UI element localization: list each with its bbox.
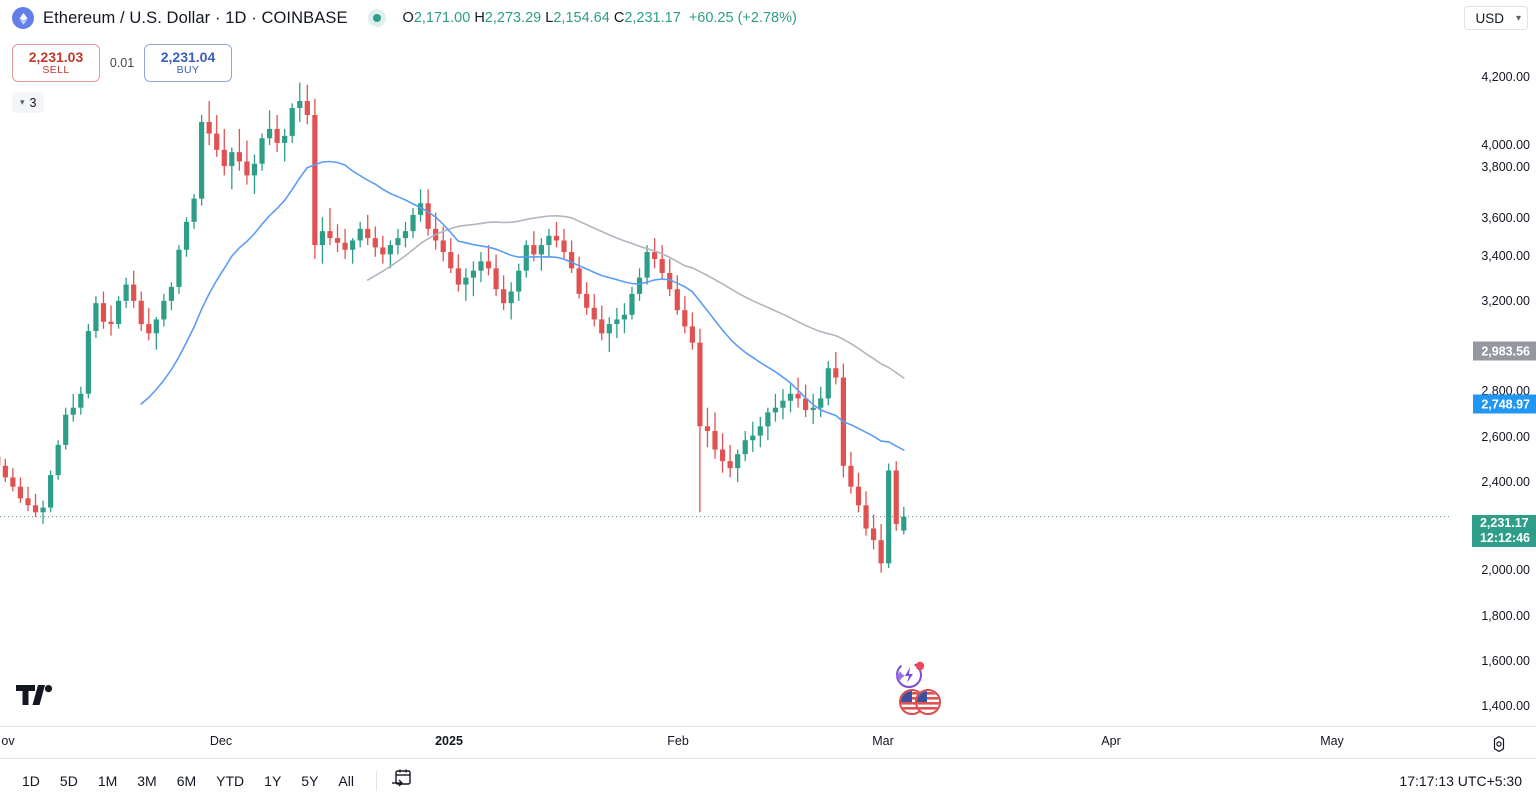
price-tick: 1,400.00	[1481, 699, 1530, 713]
range-1y[interactable]: 1Y	[264, 772, 282, 789]
range-buttons: 1D 5D 1M 3M 6M YTD 1Y 5Y All	[0, 767, 413, 794]
range-5y[interactable]: 5Y	[301, 772, 319, 789]
time-axis[interactable]: ov Dec 2025 Feb Mar Apr May	[0, 726, 1536, 758]
price-tick: 4,000.00	[1481, 138, 1530, 152]
last-price-badge[interactable]: 2,231.17 12:12:46	[1471, 515, 1536, 547]
price-tick: 2,400.00	[1481, 475, 1530, 489]
time-tick: ov	[1, 734, 15, 748]
open-value: 2,171.00	[413, 10, 471, 26]
price-tick: 1,800.00	[1481, 609, 1530, 623]
open-key: O	[402, 10, 414, 26]
change-value: +60.25 (+2.78%)	[688, 10, 797, 26]
sell-label: SELL	[42, 63, 70, 76]
chart-canvas[interactable]	[0, 36, 1450, 726]
price-tick: 1,600.00	[1481, 654, 1530, 668]
range-6m[interactable]: 6M	[176, 772, 197, 789]
economic-events-marker[interactable]	[898, 688, 944, 721]
trade-widget: 2,231.03 SELL 0.01 2,231.04 BUY	[12, 44, 232, 82]
range-3m[interactable]: 3M	[137, 772, 157, 789]
range-1d[interactable]: 1D	[22, 772, 40, 789]
quantity-selector[interactable]: ▾ 3	[12, 92, 45, 113]
candlestick-chart	[0, 82, 1450, 573]
time-tick: 2025	[435, 734, 463, 748]
high-value: 2,273.29	[484, 10, 542, 26]
chart-header: Ethereum / U.S. Dollar · 1D · COINBASE O…	[0, 0, 1536, 36]
range-5d[interactable]: 5D	[59, 772, 78, 789]
bottom-toolbar: 1D 5D 1M 3M 6M YTD 1Y 5Y All 17:17:13	[0, 758, 1536, 802]
market-status-icon	[367, 9, 386, 27]
chevron-down-icon: ▾	[1515, 12, 1521, 24]
gear-icon[interactable]	[1490, 735, 1508, 758]
time-tick: Apr	[1101, 734, 1121, 748]
time-tick: Dec	[209, 734, 233, 748]
sell-price: 2,231.03	[28, 48, 84, 65]
ma2-price-badge: 2,748.97	[1473, 394, 1536, 414]
last-price-value: 2,231.17	[1479, 516, 1529, 531]
time-tick: Feb	[667, 734, 689, 748]
low-value: 2,154.64	[553, 10, 610, 26]
price-tick: 2,000.00	[1481, 563, 1530, 577]
toolbar-divider	[375, 770, 377, 791]
price-tick: 3,200.00	[1481, 294, 1530, 308]
buy-price: 2,231.04	[160, 48, 216, 65]
tradingview-logo[interactable]	[16, 684, 54, 711]
close-key: C	[613, 10, 625, 26]
price-tick: 3,400.00	[1481, 249, 1530, 263]
quantity-value: 3	[29, 95, 37, 110]
price-tick: 4,200.00	[1481, 70, 1530, 84]
price-axis[interactable]: 4,200.00 4,000.00 3,800.00 3,600.00 3,40…	[1450, 36, 1536, 726]
page-title: Ethereum / U.S. Dollar · 1D · COINBASE	[43, 8, 348, 27]
sell-button[interactable]: 2,231.03 SELL	[12, 44, 100, 82]
symbol-block[interactable]: Ethereum / U.S. Dollar · 1D · COINBASE	[0, 7, 348, 29]
buy-label: BUY	[176, 63, 200, 76]
bar-countdown: 12:12:46	[1479, 531, 1530, 545]
price-tick: 3,600.00	[1481, 211, 1530, 225]
ma-price-badge: 2,983.56	[1473, 341, 1536, 361]
ethereum-logo-icon	[12, 7, 34, 29]
chevron-down-icon: ▾	[20, 97, 25, 107]
currency-label: USD	[1475, 10, 1504, 26]
ai-insight-marker[interactable]	[894, 660, 928, 695]
close-value: 2,231.17	[624, 10, 681, 26]
range-all[interactable]: All	[338, 772, 354, 789]
price-tick: 2,600.00	[1481, 430, 1530, 444]
currency-selector[interactable]: USD ▾	[1464, 6, 1528, 30]
high-key: H	[474, 10, 485, 26]
clock-label: 17:17:13 UTC+5:30	[1399, 772, 1522, 789]
time-tick: Mar	[872, 734, 894, 748]
spread-value: 0.01	[109, 56, 135, 70]
price-tick: 3,800.00	[1481, 160, 1530, 174]
time-tick: May	[1320, 734, 1344, 748]
ohlc-values: O2,171.00 H2,273.29 L2,154.64 C2,231.17 …	[403, 10, 797, 26]
go-to-date-icon[interactable]	[391, 767, 413, 794]
buy-button[interactable]: 2,231.04 BUY	[144, 44, 232, 82]
range-1m[interactable]: 1M	[97, 772, 118, 789]
low-key: L	[545, 10, 554, 26]
range-ytd[interactable]: YTD	[216, 772, 245, 789]
